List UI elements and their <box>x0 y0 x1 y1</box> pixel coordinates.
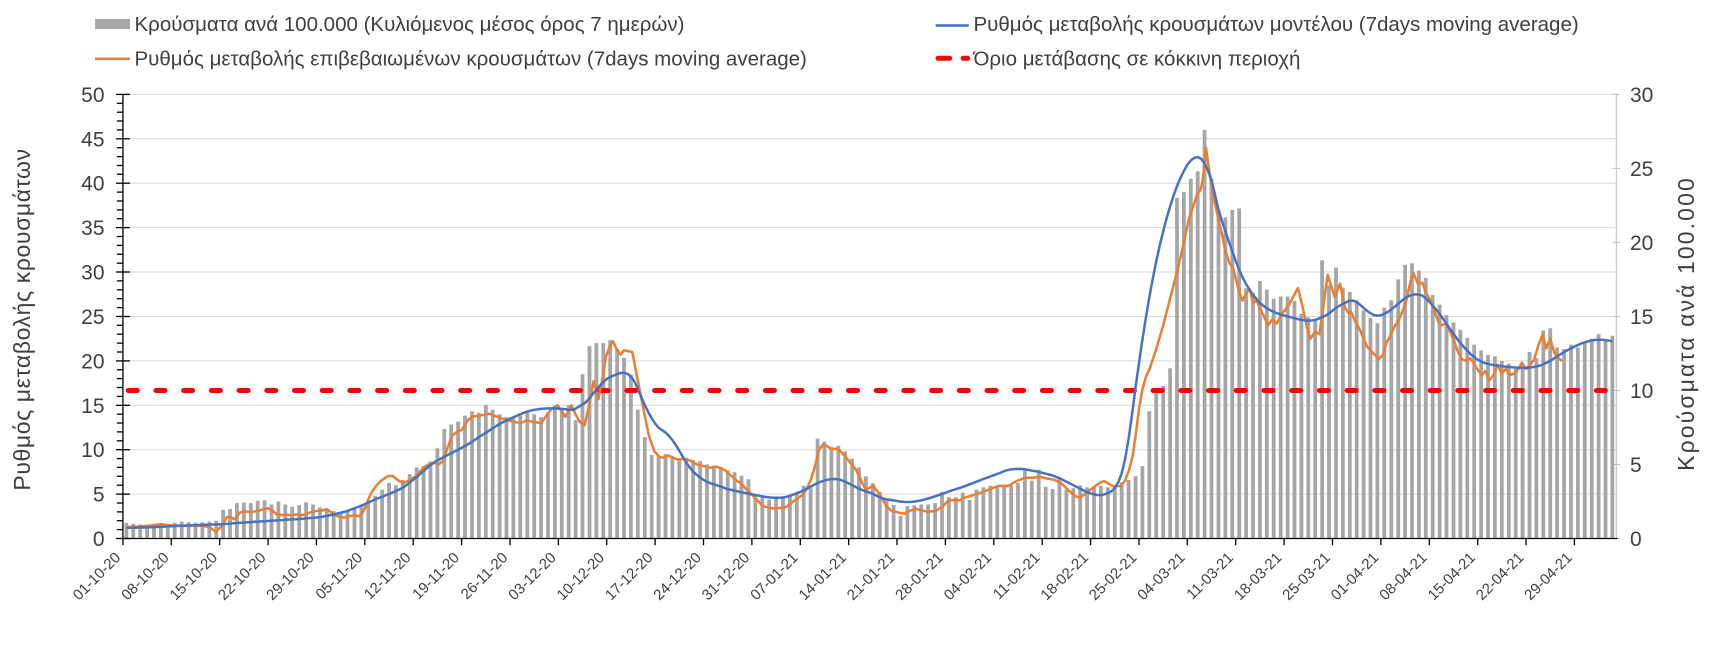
svg-text:25: 25 <box>1630 158 1653 181</box>
svg-text:0: 0 <box>93 528 105 551</box>
svg-text:40: 40 <box>81 173 104 196</box>
svg-text:Ρυθμός μεταβολής κρουσμάτων μο: Ρυθμός μεταβολής κρουσμάτων μοντέλου (7d… <box>974 13 1579 36</box>
svg-text:30: 30 <box>1630 84 1653 107</box>
svg-text:15: 15 <box>81 395 104 418</box>
svg-text:0: 0 <box>1630 528 1642 551</box>
svg-text:35: 35 <box>81 217 104 240</box>
svg-text:Κρούσματα ανά 100.000: Κρούσματα ανά 100.000 <box>1673 176 1699 471</box>
svg-text:10: 10 <box>81 439 104 462</box>
svg-text:Ρυθμός μεταβολής κρουσμάτων: Ρυθμός μεταβολής κρουσμάτων <box>9 148 35 490</box>
svg-text:15: 15 <box>1630 306 1653 329</box>
svg-text:50: 50 <box>81 84 104 107</box>
svg-text:20: 20 <box>81 350 104 373</box>
svg-text:20: 20 <box>1630 232 1653 255</box>
svg-text:Ρυθμός μεταβολής επιβεβαιωμένω: Ρυθμός μεταβολής επιβεβαιωμένων κρουσμάτ… <box>135 48 807 71</box>
svg-text:30: 30 <box>81 262 104 285</box>
svg-text:Κρούσματα ανά 100.000 (Κυλιόμε: Κρούσματα ανά 100.000 (Κυλιόμενος μέσος … <box>135 13 685 36</box>
svg-text:Όριο μετάβασης σε κόκκινη περι: Όριο μετάβασης σε κόκκινη περιοχή <box>973 48 1301 71</box>
svg-text:5: 5 <box>93 484 105 507</box>
svg-text:5: 5 <box>1630 454 1642 477</box>
svg-text:25: 25 <box>81 306 104 329</box>
svg-text:45: 45 <box>81 128 104 151</box>
svg-text:10: 10 <box>1630 380 1653 403</box>
